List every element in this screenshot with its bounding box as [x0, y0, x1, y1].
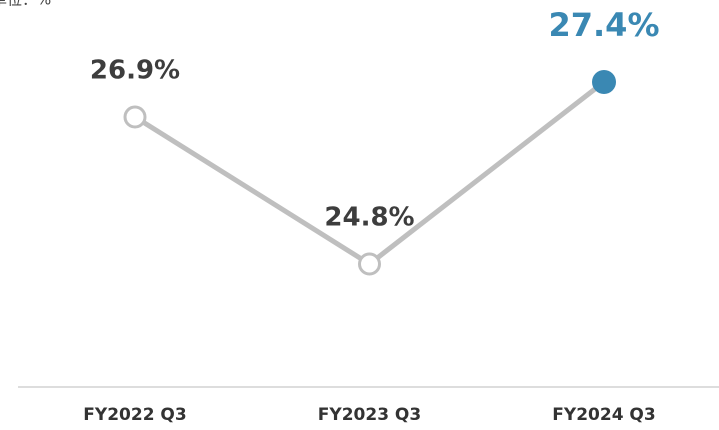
x-tick-label: FY2024 Q3: [552, 405, 655, 425]
value-label: 26.9%: [90, 56, 180, 86]
point: [592, 70, 616, 94]
unit-note: 単位：%: [0, 0, 51, 9]
value-label: 27.4%: [548, 6, 659, 44]
x-tick-label: FY2022 Q3: [83, 405, 186, 425]
point: [123, 105, 147, 129]
line: [133, 80, 606, 267]
value-label: 24.8%: [324, 203, 414, 233]
point: [358, 252, 381, 276]
x-tick-label: FY2023 Q3: [318, 405, 421, 425]
